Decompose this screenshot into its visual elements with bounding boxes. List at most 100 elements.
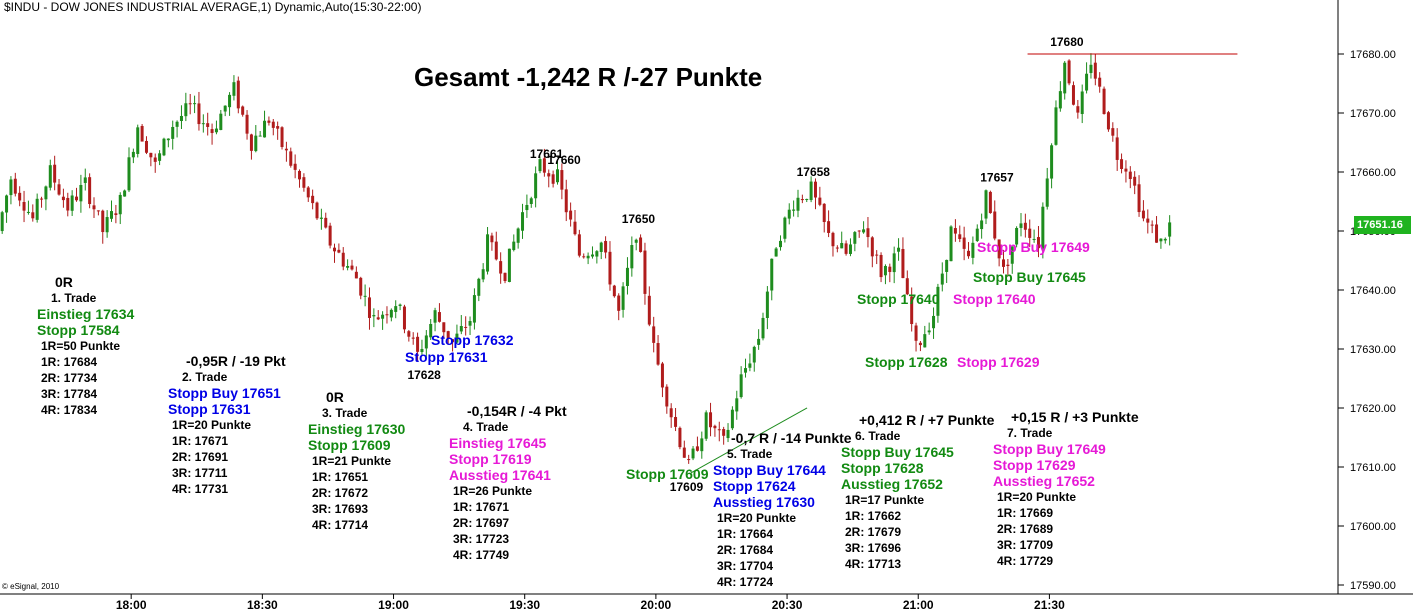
candle-body — [446, 331, 450, 339]
candle-body — [131, 151, 135, 158]
candle-body — [127, 157, 131, 191]
candle-body — [914, 325, 918, 341]
candle-body — [289, 151, 293, 166]
last-price-tag: 17651.16 — [1354, 216, 1411, 234]
candle-body — [875, 254, 879, 256]
y-tick-label: 17640.00 — [1350, 285, 1396, 297]
candle-body — [669, 408, 673, 418]
trade-annotation-line: 1R=17 Punkte — [845, 493, 925, 507]
candle-body — [433, 310, 437, 323]
candle-body — [88, 177, 92, 205]
x-tick-label: 20:30 — [772, 598, 803, 612]
trade-annotation-line: 2R: 17672 — [312, 486, 369, 500]
trade-annotation-line: 1R=20 Punkte — [717, 511, 797, 525]
trade-annotation-line: 1R: 17671 — [172, 434, 229, 448]
candle-body — [538, 159, 542, 172]
trade-annotation-line: Ausstieg 17641 — [449, 467, 551, 483]
candle-body — [1106, 112, 1110, 130]
candle-body — [617, 295, 621, 311]
candle-body — [214, 128, 218, 133]
candle-body — [507, 248, 511, 282]
candle-body — [612, 285, 616, 297]
candle-body — [468, 321, 472, 326]
trade-annotation-line: -0,154R / -4 Pkt — [467, 403, 567, 419]
candle-body — [70, 195, 74, 211]
candle-body — [739, 374, 743, 398]
candle-body — [188, 103, 192, 105]
candle-body — [748, 363, 752, 368]
candle-body — [744, 368, 748, 373]
trade-annotation-line: -0,7 R / -14 Punkte — [731, 430, 852, 446]
candle-body — [35, 198, 39, 220]
candle-body — [206, 123, 210, 127]
x-tick-label: 19:00 — [378, 598, 409, 612]
candle-body — [1054, 107, 1058, 145]
candle-body — [848, 244, 852, 254]
y-tick-label: 17630.00 — [1350, 344, 1396, 356]
candle-body — [48, 165, 52, 188]
candle-body — [774, 248, 778, 257]
candle-body — [800, 199, 804, 201]
candle-body — [835, 247, 839, 249]
candle-body — [219, 113, 223, 130]
extreme-price-label: 17650 — [622, 212, 656, 226]
candle-body — [796, 197, 800, 211]
candle-body — [245, 114, 249, 134]
trade-annotation-line: 1. Trade — [51, 291, 97, 305]
candle-body — [932, 315, 936, 329]
candle-body — [472, 295, 476, 323]
candle-body — [534, 173, 538, 199]
extreme-price-label: 17661 — [530, 147, 564, 161]
trade-annotation-line: 0R — [55, 274, 73, 290]
candle-body — [634, 239, 638, 243]
trade-annotation-line: 3R: 17696 — [845, 541, 902, 555]
stop-label: Stopp 17629 — [957, 354, 1040, 370]
candle-body — [123, 190, 127, 197]
candle-body — [573, 221, 577, 235]
candle-body — [897, 247, 901, 252]
candle-body — [857, 230, 861, 232]
trade-annotation-line: 3R: 17709 — [997, 538, 1054, 552]
candle-body — [105, 217, 109, 233]
candle-body — [923, 334, 927, 348]
x-tick-label: 21:30 — [1034, 598, 1065, 612]
trade-annotation-line: 1R=50 Punkte — [41, 339, 121, 353]
candle-body — [346, 266, 350, 268]
candle-body — [171, 126, 175, 139]
candle-body — [525, 204, 529, 211]
candle-body — [516, 228, 520, 243]
trade-annotation-line: 2. Trade — [182, 370, 228, 384]
candle-body — [936, 286, 940, 316]
candle-body — [5, 195, 9, 213]
candle-body — [971, 242, 975, 258]
candle-body — [866, 228, 870, 238]
trade-annotation-line: Stopp 17624 — [713, 478, 796, 494]
candle-body — [1080, 91, 1084, 115]
trade-annotation-line: 3R: 17723 — [453, 532, 510, 546]
candle-body — [630, 245, 634, 269]
x-tick-label: 18:30 — [247, 598, 278, 612]
candle-body — [96, 210, 100, 212]
candle-body — [201, 123, 205, 125]
candle-body — [1010, 246, 1014, 264]
candle-body — [298, 170, 302, 180]
trade-annotation-line: 1R: 17671 — [453, 500, 510, 514]
candle-body — [280, 127, 284, 148]
trade-annotation-line: 0R — [326, 389, 344, 405]
candle-body — [770, 258, 774, 291]
candle-body — [367, 297, 371, 318]
candle-body — [1102, 88, 1106, 115]
candle-body — [993, 211, 997, 239]
candle-body — [1163, 238, 1167, 241]
candle-body — [389, 309, 393, 318]
candle-body — [1063, 62, 1067, 94]
candle-body — [258, 135, 262, 137]
candle-body — [1032, 238, 1036, 240]
trade-annotation-line: 1R=26 Punkte — [453, 484, 533, 498]
candle-body — [682, 447, 686, 458]
trade-annotation-line: Stopp 17629 — [993, 457, 1076, 473]
candle-body — [967, 250, 971, 257]
trade-annotation-line: +0,15 R / +3 Punkte — [1011, 409, 1139, 425]
candle-body — [691, 448, 695, 459]
candle-body — [79, 184, 83, 202]
